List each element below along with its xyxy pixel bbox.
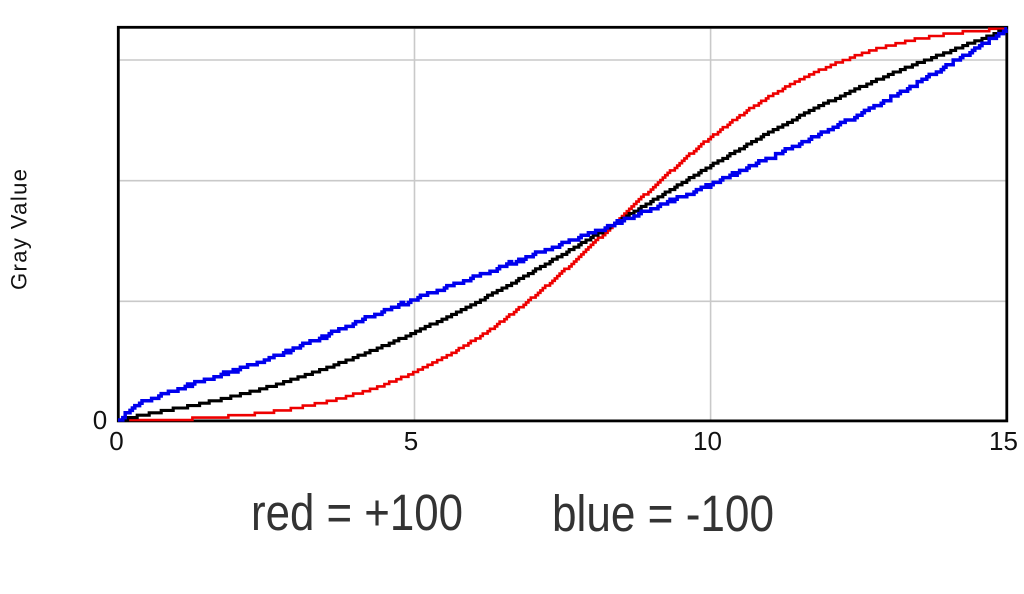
svg-text:red = +100: red = +100 bbox=[251, 484, 463, 541]
svg-text:10: 10 bbox=[693, 426, 722, 456]
svg-text:0: 0 bbox=[93, 405, 107, 435]
svg-text:15: 15 bbox=[989, 426, 1018, 456]
svg-text:5: 5 bbox=[404, 426, 418, 456]
svg-text:0: 0 bbox=[109, 426, 123, 456]
svg-text:blue = -100: blue = -100 bbox=[552, 485, 774, 542]
svg-text:Gray Value: Gray Value bbox=[7, 169, 32, 290]
